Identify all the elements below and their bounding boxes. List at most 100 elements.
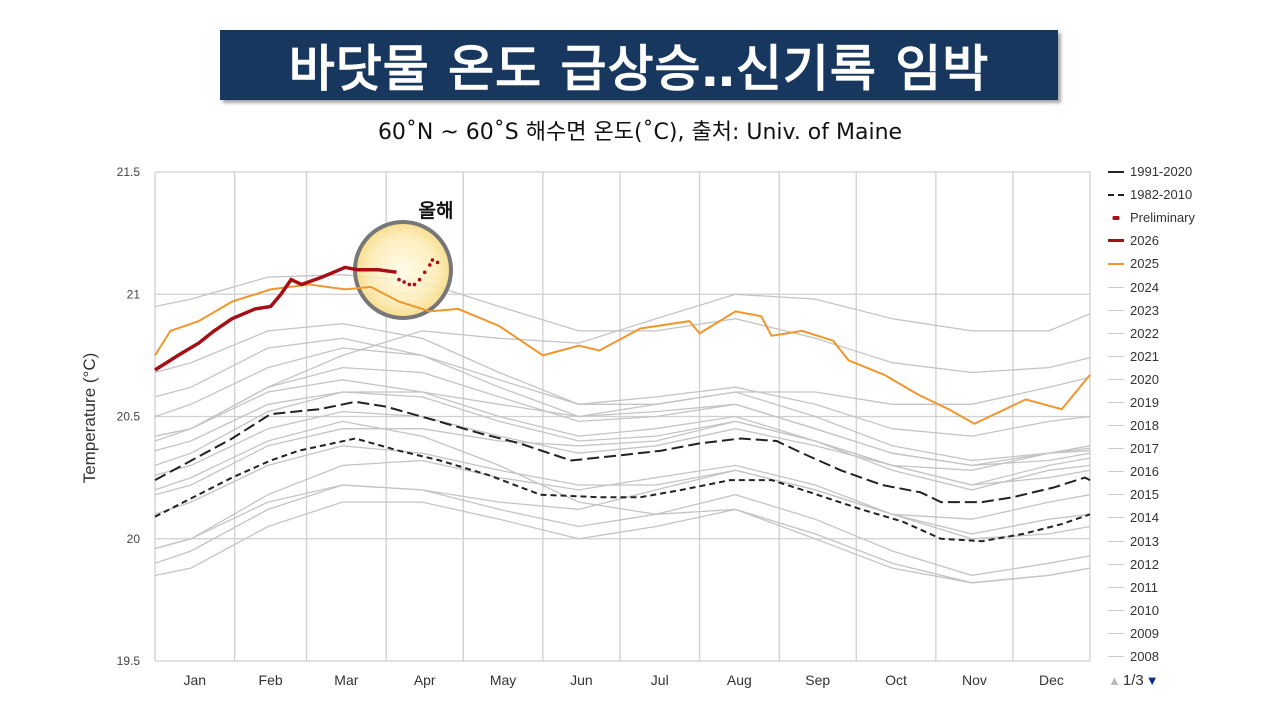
- legend-label: 2011: [1130, 579, 1158, 595]
- legend-swatch: [1108, 540, 1124, 542]
- legend-swatch: [1108, 448, 1124, 450]
- legend-item[interactable]: 2012: [1108, 553, 1195, 576]
- x-tick-label: Mar: [334, 672, 358, 688]
- legend-item[interactable]: 2018: [1108, 414, 1195, 437]
- line-2026: [154, 265, 397, 372]
- legend-item[interactable]: 2011: [1108, 576, 1195, 599]
- x-tick-label: Oct: [885, 672, 907, 688]
- grid: [154, 171, 1091, 662]
- y-tick-label: 20: [127, 532, 141, 546]
- x-tick-label: Dec: [1039, 672, 1064, 688]
- legend-swatch: [1108, 239, 1124, 243]
- legend-swatch: [1108, 656, 1124, 658]
- legend-item[interactable]: 2017: [1108, 437, 1195, 460]
- line-1991-2020: [154, 400, 1091, 504]
- legend-item[interactable]: 2019: [1108, 391, 1195, 414]
- legend-label: 2022: [1130, 325, 1159, 341]
- legend-label: 2020: [1130, 371, 1159, 387]
- legend-swatch: [1108, 262, 1124, 265]
- legend-item[interactable]: 2009: [1108, 622, 1195, 645]
- line-2013: [154, 445, 1091, 535]
- line-2023: [154, 293, 1091, 437]
- legend-pager: ▲ 1/3 ▼: [1108, 672, 1159, 689]
- x-tick-label: Jan: [184, 672, 207, 688]
- x-tick-label: Apr: [414, 672, 436, 688]
- legend-swatch: [1108, 632, 1124, 634]
- y-tick-label: 20.5: [117, 410, 141, 424]
- line-2019: [154, 347, 1091, 437]
- legend-swatch: [1108, 332, 1124, 334]
- page-indicator: 1/3: [1122, 672, 1144, 689]
- legend-item[interactable]: 2016: [1108, 460, 1195, 483]
- legend-item[interactable]: 2026: [1108, 229, 1195, 252]
- x-tick-label: May: [490, 672, 516, 688]
- x-tick-label: Jun: [570, 672, 593, 688]
- legend-label: 2009: [1130, 625, 1159, 641]
- legend-label: 2017: [1130, 441, 1159, 457]
- legend-label: 2010: [1130, 602, 1159, 618]
- legend-label: 2024: [1130, 279, 1159, 295]
- legend-label: 2019: [1130, 394, 1159, 410]
- line-1982-2010: [154, 437, 1091, 543]
- legend-item[interactable]: 2015: [1108, 483, 1195, 506]
- legend-label: 2021: [1130, 348, 1159, 364]
- legend-label: 2023: [1130, 302, 1159, 318]
- legend-label: 2014: [1130, 510, 1159, 526]
- legend-item[interactable]: 2008: [1108, 645, 1195, 668]
- legend-swatch: [1108, 401, 1124, 403]
- line-2018: [154, 410, 1091, 476]
- legend-item[interactable]: 2013: [1108, 530, 1195, 553]
- preliminary-point: [422, 270, 427, 275]
- preliminary-point: [428, 263, 432, 267]
- triangle-down-icon[interactable]: ▼: [1145, 673, 1159, 688]
- line-2009: [154, 469, 1091, 550]
- line-2010: [154, 420, 1091, 584]
- x-tick-label: Jul: [651, 672, 669, 688]
- legend-label: Preliminary: [1130, 210, 1196, 226]
- preliminary-point: [430, 258, 435, 262]
- y-axis-label: Temperature (°C): [80, 353, 99, 484]
- legend-label: 2013: [1130, 533, 1159, 549]
- y-tick-label: 21.5: [117, 165, 141, 179]
- line-2016: [154, 322, 1091, 462]
- y-tick-label: 21: [127, 287, 141, 301]
- legend-item[interactable]: 1982-2010: [1108, 183, 1195, 206]
- legend-label: 2018: [1130, 418, 1159, 434]
- x-tick-label: Sep: [805, 672, 830, 688]
- legend-swatch: [1108, 309, 1124, 311]
- preliminary-point: [407, 282, 412, 287]
- line-2020: [154, 337, 1091, 467]
- headline-banner: 바닷물 온도 급상승‥신기록 임박: [220, 30, 1058, 100]
- legend-item[interactable]: 2023: [1108, 299, 1195, 322]
- triangle-up-icon[interactable]: ▲: [1108, 673, 1121, 688]
- y-tick-label: 19.5: [117, 654, 141, 668]
- line-2024: [154, 274, 1091, 374]
- legend-item[interactable]: 2022: [1108, 322, 1195, 345]
- line-2012: [154, 459, 1091, 550]
- legend-swatch: [1108, 355, 1124, 357]
- legend-label: 2008: [1130, 649, 1159, 665]
- y-axis: 21.5 21 20.5 20 19.5: [117, 165, 141, 668]
- legend-swatch: [1108, 170, 1124, 173]
- legend-swatch: [1108, 471, 1124, 473]
- x-tick-label: Aug: [727, 672, 752, 688]
- legend: 1991-2020 1982-2010 Preliminary 2026 2025 202…: [1108, 160, 1195, 668]
- legend-item[interactable]: 2010: [1108, 599, 1195, 622]
- legend-label: 2026: [1130, 233, 1159, 249]
- legend-item[interactable]: 2014: [1108, 506, 1195, 529]
- line-2017: [154, 366, 1091, 467]
- line-2015: [154, 376, 1091, 467]
- legend-item[interactable]: 2024: [1108, 275, 1195, 298]
- legend-item[interactable]: 1991-2020: [1108, 160, 1195, 183]
- preliminary-point: [435, 260, 440, 265]
- legend-label: 1991-2020: [1130, 164, 1193, 180]
- legend-item[interactable]: 2021: [1108, 345, 1195, 368]
- line-2025: [154, 283, 1091, 425]
- legend-item[interactable]: 2025: [1108, 252, 1195, 275]
- x-tick-label: Feb: [259, 672, 283, 688]
- annotation-this-year: 올해: [419, 200, 454, 222]
- legend-item[interactable]: 2020: [1108, 368, 1195, 391]
- preliminary-point: [397, 277, 401, 282]
- legend-item[interactable]: Preliminary: [1108, 206, 1195, 229]
